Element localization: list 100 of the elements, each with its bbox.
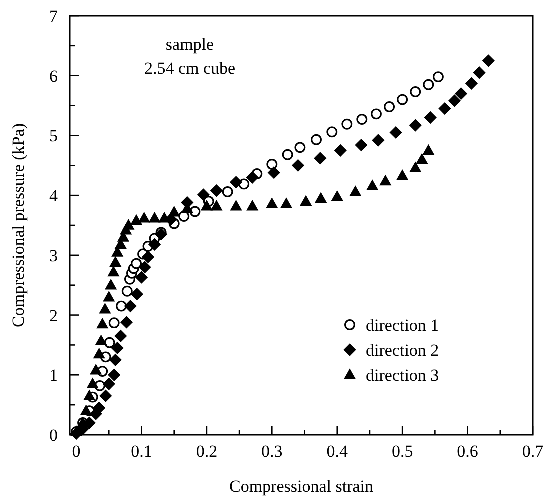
- point: [200, 200, 213, 211]
- point: [314, 152, 327, 165]
- point: [122, 219, 135, 230]
- point: [230, 200, 242, 211]
- legend-label: direction 2: [366, 341, 440, 360]
- point: [108, 318, 120, 329]
- point: [84, 390, 96, 400]
- point: [95, 334, 108, 346]
- point: [438, 102, 452, 116]
- point: [210, 200, 223, 211]
- x-tick-label: 0.5: [392, 442, 414, 461]
- point: [424, 111, 437, 124]
- point: [230, 176, 243, 189]
- point: [473, 66, 486, 80]
- point: [422, 144, 435, 156]
- point: [372, 134, 385, 147]
- x-tick-label: 0.4: [326, 442, 348, 461]
- point: [280, 198, 293, 208]
- point: [80, 404, 92, 416]
- x-axis-title: Compressional strain: [229, 477, 374, 496]
- x-tick-label: 0.7: [522, 442, 544, 461]
- point: [371, 108, 382, 120]
- point: [355, 138, 368, 152]
- point: [294, 142, 306, 154]
- y-tick-label: 0: [50, 426, 58, 445]
- point: [105, 279, 118, 290]
- point: [482, 54, 495, 68]
- point: [142, 250, 155, 264]
- point: [397, 94, 408, 106]
- point: [210, 184, 224, 198]
- point: [120, 316, 134, 329]
- point: [99, 302, 112, 314]
- y-tick-label: 2: [50, 306, 58, 326]
- point: [148, 212, 161, 223]
- point: [410, 162, 422, 172]
- y-tick-label: 3: [50, 246, 58, 266]
- point: [135, 271, 148, 284]
- legend-label: direction 1: [366, 316, 440, 335]
- point: [138, 261, 152, 274]
- point: [90, 364, 102, 375]
- point: [114, 330, 128, 343]
- y-tick-label: 7: [50, 7, 58, 26]
- point: [366, 180, 379, 190]
- point: [266, 158, 278, 170]
- point: [390, 126, 402, 140]
- legend-label: direction 3: [366, 366, 440, 385]
- point: [122, 286, 133, 297]
- point: [148, 238, 162, 251]
- y-tick-label: 4: [50, 186, 58, 206]
- point: [326, 126, 338, 138]
- point: [197, 188, 210, 202]
- y-tick-label: 1: [50, 366, 58, 386]
- point: [356, 114, 368, 126]
- point: [292, 159, 305, 172]
- point: [410, 86, 422, 98]
- point: [102, 378, 116, 390]
- point: [266, 198, 278, 208]
- point: [178, 211, 190, 222]
- point: [108, 266, 120, 277]
- point: [108, 368, 121, 382]
- point: [110, 256, 122, 268]
- point: [350, 186, 362, 196]
- y-tick-label: 5: [50, 126, 58, 146]
- point: [93, 348, 106, 359]
- point: [380, 174, 392, 186]
- point: [311, 134, 322, 146]
- x-tick-label: 0.6: [457, 442, 478, 461]
- y-axis-title: Compressional pressure (kPa): [9, 124, 28, 328]
- point: [268, 166, 280, 180]
- point: [416, 153, 428, 164]
- point: [282, 149, 294, 160]
- x-tick-label: 0: [72, 442, 81, 461]
- point: [454, 87, 468, 100]
- y-tick-label: 6: [50, 66, 58, 86]
- x-tick-label: 0.2: [196, 442, 218, 461]
- point: [342, 118, 353, 130]
- point: [334, 144, 347, 158]
- point: [109, 354, 122, 367]
- point: [246, 171, 259, 184]
- point: [423, 79, 434, 90]
- point: [154, 228, 168, 241]
- point: [103, 291, 116, 302]
- point: [384, 102, 396, 112]
- point: [315, 192, 328, 203]
- point: [131, 258, 142, 270]
- point: [138, 212, 150, 223]
- point: [331, 190, 344, 202]
- point: [116, 300, 127, 312]
- point: [465, 77, 478, 90]
- point: [396, 169, 409, 180]
- point: [190, 206, 201, 218]
- point: [111, 342, 124, 355]
- point: [168, 206, 180, 217]
- point: [432, 72, 444, 83]
- point: [246, 200, 259, 211]
- annotation: sample: [166, 35, 214, 54]
- point: [222, 186, 234, 198]
- point: [104, 337, 116, 348]
- point: [100, 390, 112, 402]
- x-tick-label: 0.1: [131, 442, 152, 461]
